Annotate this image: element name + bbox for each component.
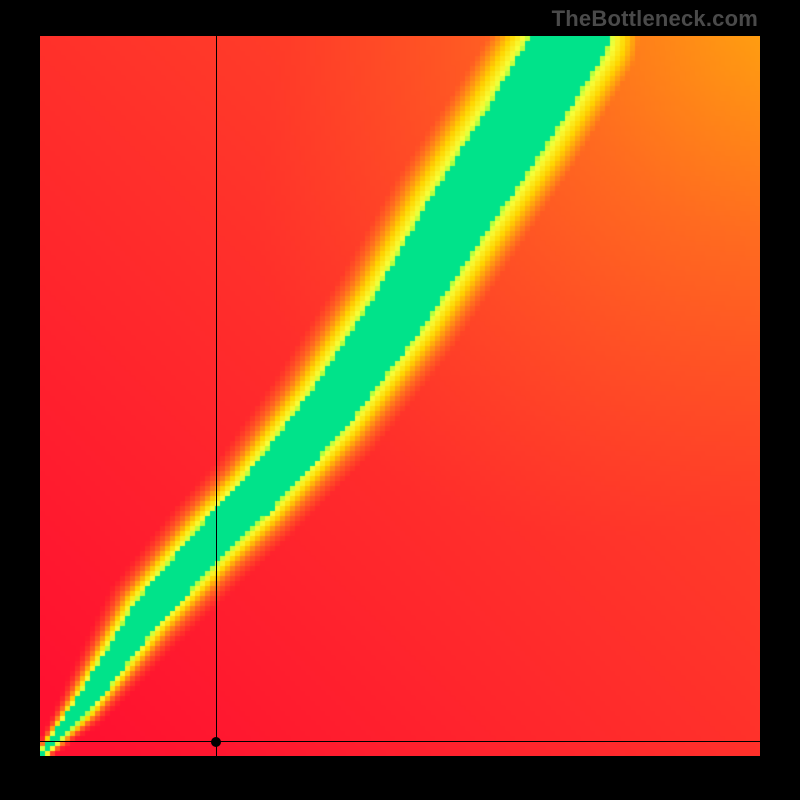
crosshair-horizontal [40, 741, 760, 743]
crosshair-marker [211, 737, 221, 747]
heatmap-canvas [40, 36, 760, 756]
chart-container: TheBottleneck.com [0, 0, 800, 800]
crosshair-vertical [216, 36, 218, 756]
heatmap-plot-area [40, 36, 760, 756]
watermark-text: TheBottleneck.com [552, 6, 758, 32]
